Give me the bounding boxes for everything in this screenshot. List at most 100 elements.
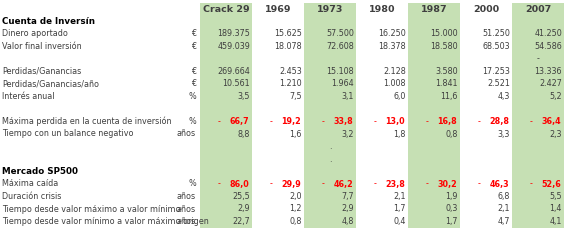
Text: 1,9: 1,9: [446, 192, 458, 201]
Text: 2,0: 2,0: [289, 192, 302, 201]
Text: 3,1: 3,1: [341, 92, 354, 101]
Text: 1,6: 1,6: [289, 129, 302, 138]
Text: -: -: [374, 180, 377, 188]
Text: €: €: [191, 42, 196, 51]
Text: .: .: [329, 142, 331, 151]
Text: 18.078: 18.078: [275, 42, 302, 51]
Text: €: €: [191, 79, 196, 89]
Text: 459.039: 459.039: [217, 42, 250, 51]
Text: 1.841: 1.841: [435, 79, 458, 89]
Text: 1,4: 1,4: [550, 204, 562, 214]
Text: Crack 29: Crack 29: [202, 5, 249, 14]
Text: Máxima perdida en la cuenta de inversión: Máxima perdida en la cuenta de inversión: [2, 117, 172, 126]
Text: 2,3: 2,3: [550, 129, 562, 138]
Text: -: -: [530, 117, 533, 126]
Text: 54.586: 54.586: [534, 42, 562, 51]
Text: -: -: [270, 180, 273, 188]
Text: 2000: 2000: [473, 5, 499, 14]
Text: -: -: [426, 117, 429, 126]
Text: 0,3: 0,3: [446, 204, 458, 214]
Text: 33,8: 33,8: [333, 117, 353, 126]
Text: 22,7: 22,7: [232, 217, 250, 226]
Text: 7,5: 7,5: [289, 92, 302, 101]
Text: 29,9: 29,9: [281, 180, 301, 188]
Text: 2,9: 2,9: [341, 204, 354, 214]
Text: -: -: [218, 180, 221, 188]
Text: 1.210: 1.210: [279, 79, 302, 89]
Text: 15.625: 15.625: [274, 30, 302, 39]
Text: 1.964: 1.964: [331, 79, 354, 89]
Text: -: -: [270, 117, 273, 126]
Text: 2.128: 2.128: [383, 67, 406, 76]
Text: 2.427: 2.427: [539, 79, 562, 89]
Text: años: años: [177, 204, 196, 214]
Text: 3,2: 3,2: [341, 129, 354, 138]
Text: 1987: 1987: [420, 5, 447, 14]
Text: 68.503: 68.503: [482, 42, 510, 51]
Text: 1,2: 1,2: [289, 204, 302, 214]
Text: %: %: [188, 180, 196, 188]
Text: 15.108: 15.108: [327, 67, 354, 76]
Text: 3,3: 3,3: [498, 129, 510, 138]
Text: Dinero aportado: Dinero aportado: [2, 30, 68, 39]
Text: 46,2: 46,2: [333, 180, 353, 188]
Text: -: -: [426, 180, 429, 188]
Text: -: -: [322, 117, 325, 126]
Bar: [200, 3, 252, 228]
Text: 19,2: 19,2: [281, 117, 301, 126]
Text: 0,4: 0,4: [394, 217, 406, 226]
Text: 269.664: 269.664: [217, 67, 250, 76]
Text: 17.253: 17.253: [482, 67, 510, 76]
Text: 1969: 1969: [265, 5, 291, 14]
Text: Máxima caída: Máxima caída: [2, 180, 58, 188]
Text: 1980: 1980: [369, 5, 395, 14]
Text: 0,8: 0,8: [446, 129, 458, 138]
Text: 2007: 2007: [525, 5, 551, 14]
Text: 3,5: 3,5: [237, 92, 250, 101]
Text: 1973: 1973: [317, 5, 343, 14]
Text: 18.580: 18.580: [430, 42, 458, 51]
Text: años: años: [177, 217, 196, 226]
Text: 25,5: 25,5: [232, 192, 250, 201]
Text: 10.561: 10.561: [223, 79, 250, 89]
Text: %: %: [188, 92, 196, 101]
Text: 5,2: 5,2: [549, 92, 562, 101]
Text: Interés anual: Interés anual: [2, 92, 54, 101]
Text: 16.250: 16.250: [378, 30, 406, 39]
Text: 8,8: 8,8: [237, 129, 250, 138]
Text: -: -: [478, 180, 481, 188]
Text: 15.000: 15.000: [430, 30, 458, 39]
Text: Tiempo con un balance negativo: Tiempo con un balance negativo: [2, 129, 133, 138]
Text: 23,8: 23,8: [385, 180, 405, 188]
Text: %: %: [188, 117, 196, 126]
Text: 5,5: 5,5: [549, 192, 562, 201]
Text: 3.580: 3.580: [435, 67, 458, 76]
Text: -: -: [530, 180, 533, 188]
Text: 18.378: 18.378: [378, 42, 406, 51]
Text: 41.250: 41.250: [534, 30, 562, 39]
Text: 1,8: 1,8: [394, 129, 406, 138]
Text: 4,7: 4,7: [498, 217, 510, 226]
Bar: [304, 3, 356, 228]
Text: .: .: [329, 154, 331, 164]
Bar: [512, 3, 564, 228]
Text: -: -: [537, 55, 539, 63]
Text: 6,0: 6,0: [394, 92, 406, 101]
Text: Mercado SP500: Mercado SP500: [2, 167, 78, 176]
Text: Duración crisis: Duración crisis: [2, 192, 61, 201]
Text: 0,8: 0,8: [289, 217, 302, 226]
Text: Cuenta de Inversín: Cuenta de Inversín: [2, 17, 95, 26]
Text: -: -: [478, 117, 481, 126]
Text: 2.453: 2.453: [279, 67, 302, 76]
Text: 2.521: 2.521: [487, 79, 510, 89]
Text: 4,3: 4,3: [498, 92, 510, 101]
Text: 36,4: 36,4: [541, 117, 561, 126]
Text: -: -: [218, 117, 221, 126]
Text: €: €: [191, 30, 196, 39]
Text: 72.608: 72.608: [326, 42, 354, 51]
Text: 16,8: 16,8: [437, 117, 457, 126]
Text: 1,7: 1,7: [446, 217, 458, 226]
Text: -: -: [374, 117, 377, 126]
Text: 13.336: 13.336: [534, 67, 562, 76]
Text: Perdidas/Ganancias: Perdidas/Ganancias: [2, 67, 81, 76]
